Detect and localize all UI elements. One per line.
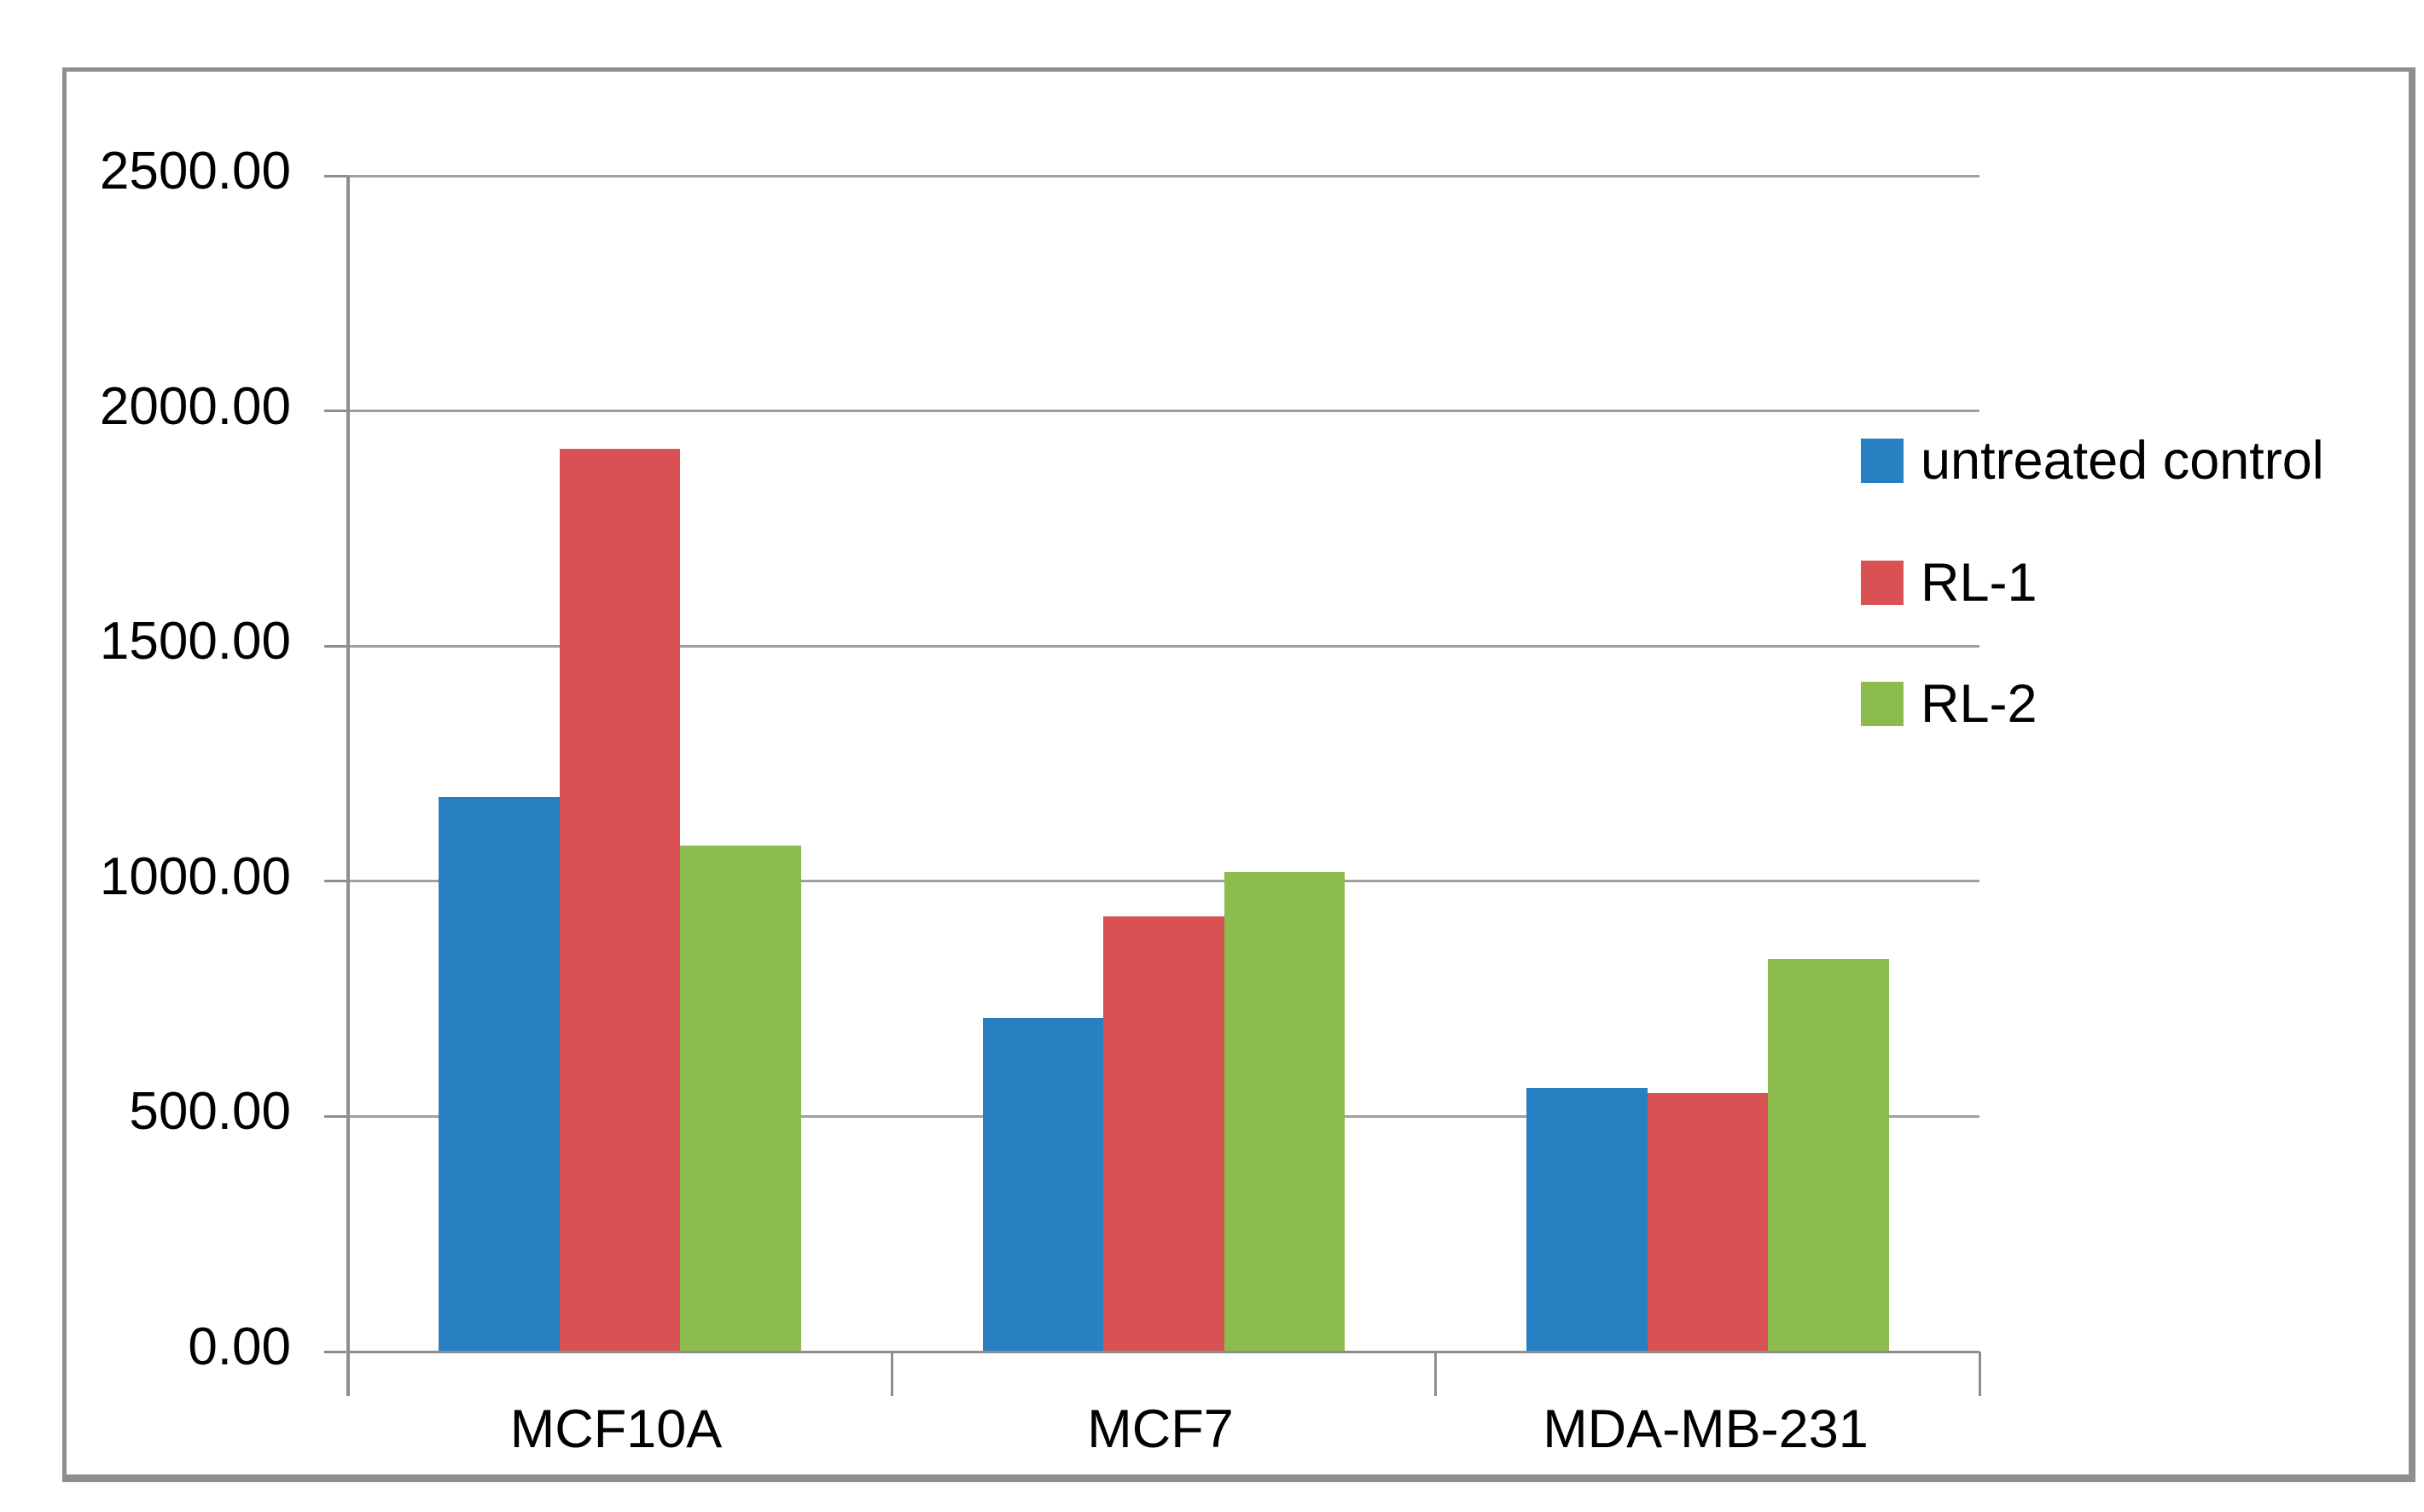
x-axis-category-label: MCF7 [1087,1399,1234,1459]
y-axis-tick [324,410,348,413]
y-axis-tick-label: 1500.00 [99,612,291,671]
chart-frame: 2500.00 2000.00 1500.00 1000.00 500.00 0… [62,67,2415,1482]
bar-MCF7-untreated control [982,1017,1104,1352]
y-axis-tick-label: 0.00 [188,1317,291,1376]
bar-MDA-MB-231-untreated control [1526,1088,1648,1352]
x-axis-tick [1978,1352,1981,1396]
legend: untreated control RL-1 RL-2 [62,67,2415,1482]
y-axis-labels: 2500.00 2000.00 1500.00 1000.00 500.00 0… [62,67,2415,1482]
x-axis-tick [346,1352,350,1396]
bars-layer [62,67,2415,1482]
legend-swatch-rl-2 [1861,682,1904,726]
gridline [348,880,1979,883]
y-axis-tick [324,1114,348,1118]
x-axis-labels: MCF10A MCF7 MDA-MB-231 [62,67,2415,1482]
y-axis-tick [324,174,348,177]
x-axis-category-label: MCF10A [509,1399,723,1459]
legend-item: RL-2 [1861,673,2037,735]
y-axis-tick-label: 2500.00 [99,142,291,201]
x-axis-tick [1434,1352,1438,1396]
axis-layer [62,67,2415,1482]
bar-MCF7-RL-2 [1224,871,1346,1352]
legend-label: RL-1 [1921,553,2037,613]
y-axis-tick-label: 1000.00 [99,847,291,906]
legend-item: untreated control [1861,430,2324,491]
legend-label: RL-2 [1921,674,2037,734]
gridline [348,644,1979,648]
y-axis-tick-label: 500.00 [129,1082,291,1141]
y-axis-tick [324,880,348,883]
x-axis-line [348,1350,1979,1353]
bar-MCF10A-untreated control [439,796,560,1352]
bar-MDA-MB-231-RL-1 [1647,1092,1769,1352]
x-axis-tick [890,1352,893,1396]
legend-swatch-untreated-control [1861,439,1904,483]
bar-MDA-MB-231-RL-2 [1768,958,1889,1352]
gridline [348,410,1979,413]
x-axis-category-label: MDA-MB-231 [1543,1399,1869,1459]
y-axis-tick-label: 2000.00 [99,377,291,436]
y-axis-tick [324,644,348,648]
bar-MCF7-RL-1 [1103,916,1224,1352]
legend-swatch-rl-1 [1861,561,1904,605]
legend-item: RL-1 [1861,552,2037,614]
y-axis-tick [324,1350,348,1353]
bar-MCF10A-RL-2 [680,846,802,1352]
legend-label: untreated control [1921,431,2324,491]
gridline [348,174,1979,177]
y-axis-line [346,176,350,1396]
bar-MCF10A-RL-1 [559,448,681,1352]
